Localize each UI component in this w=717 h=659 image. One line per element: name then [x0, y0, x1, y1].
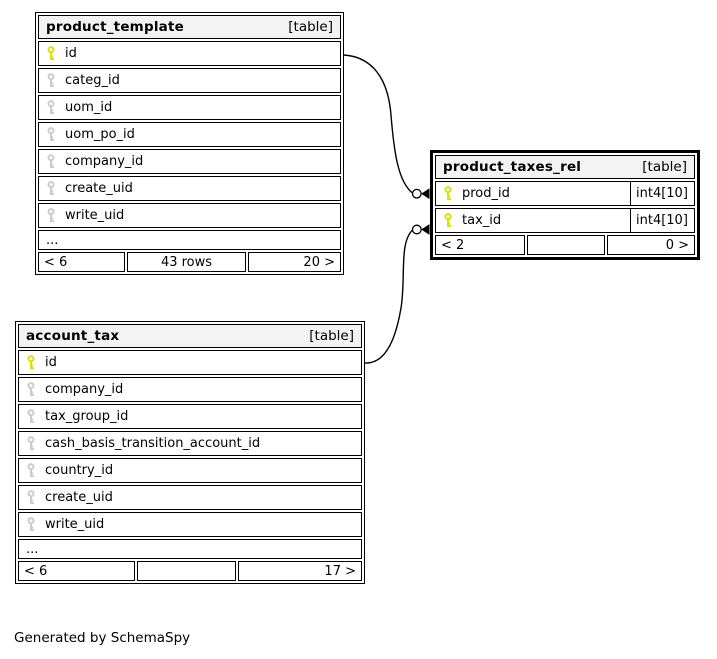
column-row-company_id: company_id — [18, 377, 362, 402]
column-row-tax_id: tax_id int4[10] — [435, 208, 695, 233]
table-header: account_tax [table] — [18, 324, 362, 348]
table-type-badge: [table] — [309, 328, 354, 344]
column-row-country_id: country_id — [18, 458, 362, 483]
footer-parent-count: < 6 — [18, 561, 135, 581]
column-row-create_uid: create_uid — [18, 485, 362, 510]
table-footer: < 6 17 > — [18, 561, 362, 581]
column-row-cash_basis_transition_account_id: cash_basis_transition_account_id — [18, 431, 362, 456]
more-columns-ellipsis: ... — [18, 539, 362, 559]
foreign-key-icon — [27, 490, 35, 504]
column-row-uom_id: uom_id — [38, 95, 341, 120]
foreign-key-icon — [47, 127, 55, 141]
column-row-id: id — [18, 350, 362, 375]
table-type-badge: [table] — [288, 19, 333, 35]
relationship-line — [343, 54, 413, 194]
foreign-key-icon — [27, 436, 35, 450]
table-product_taxes_rel[interactable]: product_taxes_rel [table] prod_id int4[1… — [430, 150, 700, 260]
zero-cardinality-icon — [411, 224, 422, 235]
table-product_template[interactable]: product_template [table] id categ_id uom… — [35, 12, 344, 275]
table-name: product_template — [46, 19, 184, 35]
column-type: int4[10] — [630, 182, 694, 205]
primary-key-icon — [47, 46, 55, 60]
column-row-write_uid: write_uid — [18, 512, 362, 537]
column-row-create_uid: create_uid — [38, 176, 341, 201]
column-name: prod_id — [462, 186, 510, 201]
column-name: company_id — [45, 382, 124, 397]
more-columns-ellipsis: ... — [38, 230, 341, 250]
table-account_tax[interactable]: account_tax [table] id company_id tax_gr… — [15, 321, 365, 584]
foreign-key-icon — [47, 181, 55, 195]
column-row-write_uid: write_uid — [38, 203, 341, 228]
foreign-key-icon — [47, 73, 55, 87]
zero-cardinality-icon — [411, 188, 422, 199]
primary-key-icon — [444, 186, 452, 200]
column-name: write_uid — [45, 517, 105, 532]
footer-child-count: 17 > — [238, 561, 362, 581]
footer-child-count: 0 > — [607, 235, 695, 255]
table-footer: < 6 43 rows 20 > — [38, 252, 341, 272]
column-row-prod_id: prod_id int4[10] — [435, 181, 695, 206]
generated-by-caption: Generated by SchemaSpy — [14, 630, 191, 646]
arrowhead-icon — [421, 188, 430, 200]
table-header: product_taxes_rel [table] — [435, 155, 695, 179]
footer-parent-count: < 6 — [38, 252, 125, 272]
column-name: tax_group_id — [45, 409, 129, 424]
column-name: company_id — [65, 154, 144, 169]
column-name: uom_id — [65, 100, 113, 115]
foreign-key-icon — [27, 409, 35, 423]
footer-row-count — [527, 235, 605, 255]
table-name: account_tax — [26, 328, 120, 344]
foreign-key-icon — [47, 154, 55, 168]
footer-parent-count: < 2 — [435, 235, 525, 255]
foreign-key-icon — [27, 517, 35, 531]
primary-key-icon — [444, 213, 452, 227]
arrowhead-icon — [421, 224, 430, 235]
column-name: id — [45, 355, 57, 370]
table-header: product_template [table] — [38, 15, 341, 39]
relationship-line — [364, 229, 413, 364]
footer-child-count: 20 > — [248, 252, 341, 272]
table-name: product_taxes_rel — [443, 159, 582, 175]
footer-row-count: 43 rows — [127, 252, 246, 272]
column-name: tax_id — [462, 213, 502, 228]
column-type: int4[10] — [630, 209, 694, 232]
table-footer: < 2 0 > — [435, 235, 695, 255]
column-name: uom_po_id — [65, 127, 135, 142]
foreign-key-icon — [27, 463, 35, 477]
column-name: create_uid — [65, 181, 133, 196]
column-row-tax_group_id: tax_group_id — [18, 404, 362, 429]
primary-key-icon — [27, 355, 35, 369]
table-type-badge: [table] — [642, 159, 687, 175]
column-name: cash_basis_transition_account_id — [45, 436, 261, 451]
column-row-categ_id: categ_id — [38, 68, 341, 93]
foreign-key-icon — [47, 100, 55, 114]
column-name: country_id — [45, 463, 114, 478]
relationship-product_template-product_taxes_rel — [343, 54, 430, 200]
column-row-company_id: company_id — [38, 149, 341, 174]
column-row-id: id — [38, 41, 341, 66]
column-row-uom_po_id: uom_po_id — [38, 122, 341, 147]
column-name: categ_id — [65, 73, 120, 88]
column-name: create_uid — [45, 490, 113, 505]
footer-row-count — [137, 561, 236, 581]
foreign-key-icon — [47, 208, 55, 222]
relationship-account_tax-product_taxes_rel — [364, 224, 430, 364]
column-name: id — [65, 46, 77, 61]
foreign-key-icon — [27, 382, 35, 396]
column-name: write_uid — [65, 208, 125, 223]
